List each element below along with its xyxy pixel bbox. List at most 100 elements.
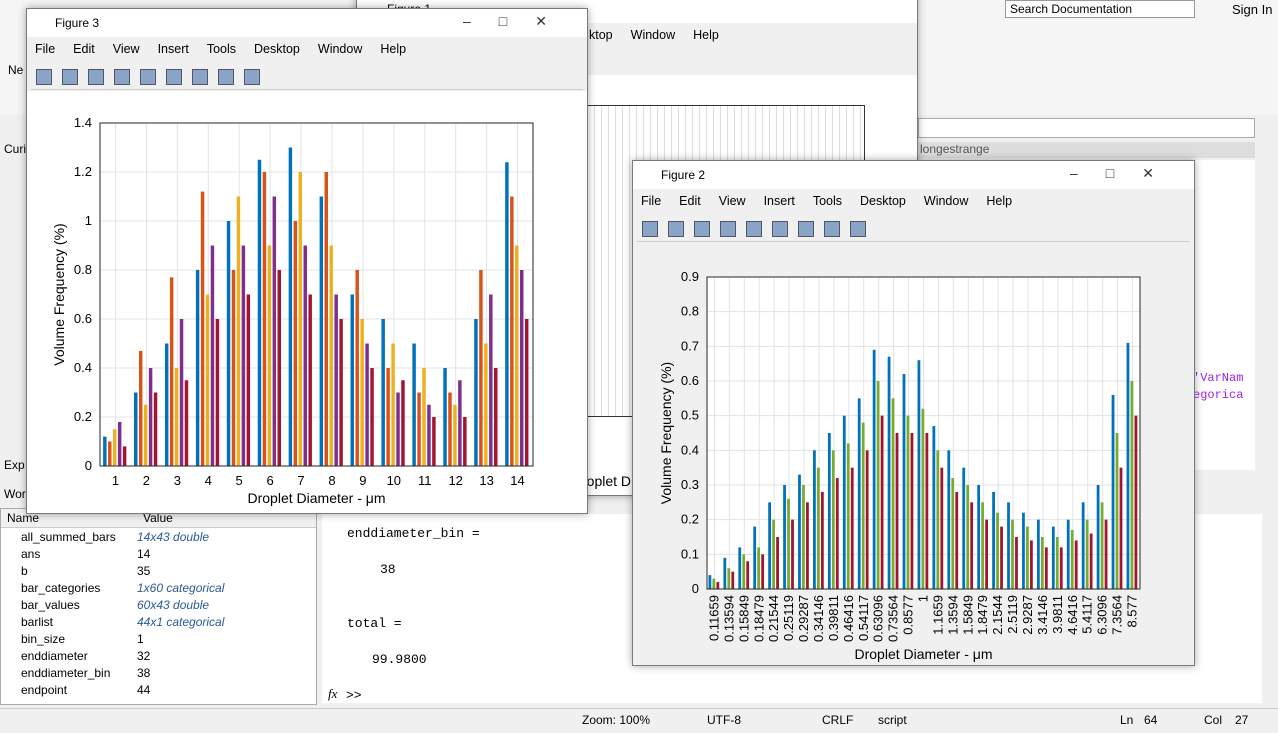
workspace-row[interactable]: bar_values 60x43 double <box>1 596 316 613</box>
menu-item[interactable]: Desktop <box>254 42 300 56</box>
bar <box>985 519 989 589</box>
output: 38 <box>380 562 396 577</box>
x-tick-label: 0.46416 <box>841 595 856 642</box>
menu-item[interactable]: Window <box>923 194 969 208</box>
bar <box>783 485 786 589</box>
fx-icon[interactable]: fx <box>328 686 338 701</box>
menu-item[interactable]: Desktop <box>860 194 906 208</box>
menu-item[interactable]: Window <box>317 42 363 56</box>
new-label[interactable]: Ne <box>8 63 24 77</box>
bar <box>241 245 246 466</box>
y-tick-label: 0.9 <box>681 269 699 284</box>
folder-fragment: longestrange <box>918 142 1255 158</box>
workspace: Name Value all_summed_bars 14x43 double an… <box>0 508 317 705</box>
workspace-row[interactable]: endpoint 44 <box>1 681 316 698</box>
bar <box>891 398 895 589</box>
menu-item[interactable]: Edit <box>73 42 95 56</box>
x-tick-label: 11 <box>418 473 432 488</box>
bar <box>951 478 955 589</box>
y-tick-label: 0.4 <box>681 442 699 457</box>
menu-item[interactable]: File <box>35 42 56 56</box>
workspace-row[interactable]: bar_categories 1x60 categorical <box>1 579 316 596</box>
workspace-row[interactable]: enddiameter_bin 38 <box>1 664 316 681</box>
bar <box>1015 537 1018 589</box>
bar <box>417 392 421 466</box>
x-tick-label: 9 <box>359 473 366 488</box>
y-axis-label: Volume Frequency (%) <box>658 362 674 504</box>
x-axis-label: Droplet Diameter - μm <box>248 490 386 506</box>
bar <box>1030 540 1033 589</box>
var-name: bar_categories <box>21 580 101 595</box>
var-name: b <box>21 563 28 578</box>
column-header[interactable]: Name <box>7 511 40 525</box>
bar <box>1055 537 1059 589</box>
bar <box>850 467 854 589</box>
y-tick-label: 0.6 <box>74 311 92 326</box>
bar <box>906 415 910 589</box>
x-tick-label: 1.3594 <box>945 595 960 635</box>
ln: 64 <box>1144 713 1158 727</box>
menu-item[interactable]: View <box>112 42 140 56</box>
y-tick-label: 0.6 <box>681 373 699 388</box>
menu-item[interactable]: Window <box>630 28 676 42</box>
bar <box>802 485 805 589</box>
menu-item[interactable]: Help <box>380 42 407 56</box>
bar <box>768 502 772 589</box>
output: enddiameter_bin = <box>347 526 480 541</box>
x-tick-label: 2.5119 <box>1005 595 1020 634</box>
menu-item[interactable]: Help <box>986 194 1013 208</box>
x-tick-label: 14 <box>510 473 524 488</box>
menu-item[interactable]: Insert <box>157 42 189 56</box>
bar <box>153 392 158 466</box>
current-folder-tab[interactable]: Curi <box>4 142 27 156</box>
sign-in[interactable]: Sign In <box>1232 2 1273 17</box>
workspace-tab[interactable]: Wor <box>4 487 26 501</box>
menu-item[interactable]: Tools <box>812 194 843 208</box>
column-header[interactable]: Value <box>143 511 173 525</box>
x-tick-label: 12 <box>448 473 462 488</box>
bar <box>798 474 801 589</box>
x-tick-label: 2.1544 <box>990 595 1005 635</box>
bar <box>731 571 735 589</box>
var-value: 14 <box>137 546 151 561</box>
menu-item[interactable]: View <box>718 194 746 208</box>
menu-item[interactable]: Help <box>693 28 719 42</box>
bar <box>970 502 974 589</box>
bar <box>463 417 467 466</box>
bar <box>1100 502 1104 589</box>
workspace-row[interactable]: bin_size 1 <box>1 630 316 647</box>
workspace-row[interactable]: enddiameter 32 <box>1 647 316 664</box>
command-history-tab[interactable]: Exp <box>4 458 25 472</box>
figure-window: Figure 2 –□✕ File Edit View Insert Tools Deskt… <box>632 160 1195 666</box>
bar <box>458 380 462 466</box>
bar <box>484 343 488 466</box>
bar <box>791 519 794 589</box>
workspace-row[interactable]: ans 14 <box>1 545 316 562</box>
bar <box>308 294 312 466</box>
menu-item[interactable]: Tools <box>206 42 237 56</box>
y-tick-label: 0.5 <box>681 408 699 423</box>
bar <box>1130 381 1134 589</box>
bar <box>1000 526 1003 589</box>
bar <box>360 319 364 466</box>
menu-item[interactable]: Edit <box>679 194 701 208</box>
workspace-row[interactable]: all_summed_bars 14x43 double <box>1 528 316 545</box>
bar <box>1111 394 1115 589</box>
bar <box>1085 519 1089 589</box>
menu-item[interactable]: ktop <box>589 28 613 42</box>
workspace-row[interactable]: barlist 44x1 categorical <box>1 613 316 630</box>
path-box[interactable] <box>918 118 1255 138</box>
bar <box>505 162 509 466</box>
bar <box>108 441 112 466</box>
menu-item[interactable]: Insert <box>763 194 795 208</box>
bar <box>1059 547 1063 589</box>
editor: 'VarNam egorica <box>1193 160 1255 470</box>
y-tick-label: 0 <box>692 581 699 596</box>
workspace-row[interactable]: b 35 <box>1 562 316 579</box>
bar <box>872 349 876 589</box>
x-tick-label: 3.9811 <box>1050 595 1065 634</box>
prompt: >> <box>346 688 362 703</box>
menu-item[interactable]: File <box>641 194 662 208</box>
search-box[interactable]: Search Documentation <box>1005 0 1195 18</box>
toolbar <box>637 217 1190 242</box>
